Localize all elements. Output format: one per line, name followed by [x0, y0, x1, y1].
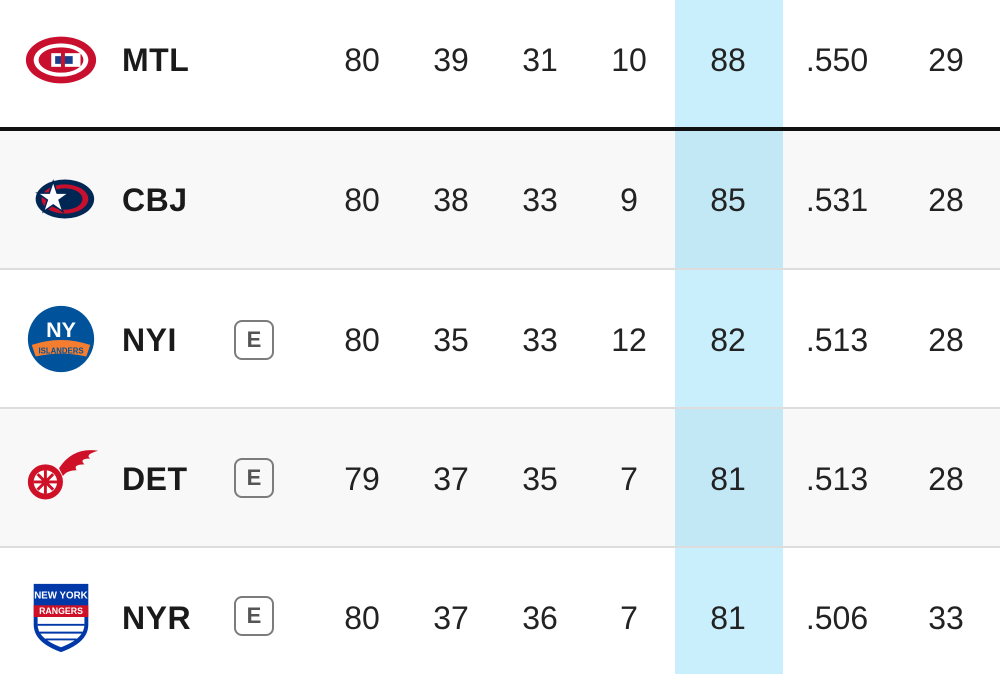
wins: 37	[433, 600, 469, 636]
standings-row-nyr[interactable]: NEW YORK RANGERS NYR E 80 37 36 7 81 .50…	[0, 548, 1000, 674]
losses: 31	[522, 42, 558, 78]
eliminated-badge[interactable]: E	[234, 320, 274, 360]
rangers-logo-icon: NEW YORK RANGERS	[22, 578, 100, 656]
team-abbreviation: MTL	[122, 42, 190, 78]
losses: 35	[522, 461, 558, 497]
regulation-wins: 29	[928, 42, 964, 78]
row-divider	[0, 407, 1000, 409]
team-abbreviation: CBJ	[122, 182, 188, 218]
standings-row-mtl[interactable]: MTL 80 39 31 10 88 .550 29	[0, 0, 1000, 128]
points-percentage: .531	[805, 182, 869, 218]
svg-text:NEW YORK: NEW YORK	[34, 590, 87, 601]
games-played: 80	[344, 182, 380, 218]
svg-text:NY: NY	[46, 318, 76, 342]
team-abbreviation: NYR	[122, 600, 192, 636]
svg-text:ISLANDERS: ISLANDERS	[38, 347, 83, 356]
standings-row-det[interactable]: DET E 79 37 35 7 81 .513 28	[0, 409, 1000, 547]
row-divider	[0, 546, 1000, 548]
regulation-wins: 28	[928, 322, 964, 358]
regulation-wins: 28	[928, 461, 964, 497]
red-wings-logo-icon	[22, 439, 100, 517]
wins: 37	[433, 461, 469, 497]
standings-row-cbj[interactable]: CBJ 80 38 33 9 85 .531 28	[0, 130, 1000, 268]
losses: 33	[522, 182, 558, 218]
wins: 39	[433, 42, 469, 78]
team-abbreviation: DET	[122, 461, 188, 497]
standings-row-nyi[interactable]: NY ISLANDERS NYI E 80 35 33 12 82 .513 2…	[0, 270, 1000, 408]
points: 85	[710, 182, 746, 218]
points-percentage: .513	[805, 461, 869, 497]
blue-jackets-logo-icon	[22, 160, 100, 238]
points: 81	[710, 600, 746, 636]
games-played: 79	[344, 461, 380, 497]
points-column-highlight	[675, 0, 783, 674]
regulation-wins: 33	[928, 600, 964, 636]
games-played: 80	[344, 322, 380, 358]
points: 82	[710, 322, 746, 358]
islanders-logo-icon: NY ISLANDERS	[22, 300, 100, 378]
regulation-wins: 28	[928, 182, 964, 218]
points-percentage: .513	[805, 322, 869, 358]
points: 88	[710, 42, 746, 78]
row-divider	[0, 268, 1000, 270]
points-percentage: .506	[805, 600, 869, 636]
games-played: 80	[344, 600, 380, 636]
ot-losses: 10	[611, 42, 647, 78]
points-percentage: .550	[805, 42, 869, 78]
ot-losses: 9	[620, 182, 638, 218]
eliminated-badge[interactable]: E	[234, 596, 274, 636]
ot-losses: 12	[611, 322, 647, 358]
games-played: 80	[344, 42, 380, 78]
ot-losses: 7	[620, 461, 638, 497]
team-abbreviation: NYI	[122, 322, 177, 358]
points: 81	[710, 461, 746, 497]
eliminated-badge[interactable]: E	[234, 458, 274, 498]
svg-text:RANGERS: RANGERS	[39, 606, 83, 616]
losses: 33	[522, 322, 558, 358]
playoff-cutoff-line	[0, 127, 1000, 131]
ot-losses: 7	[620, 600, 638, 636]
losses: 36	[522, 600, 558, 636]
canadiens-logo-icon	[22, 21, 100, 99]
wins: 35	[433, 322, 469, 358]
wins: 38	[433, 182, 469, 218]
